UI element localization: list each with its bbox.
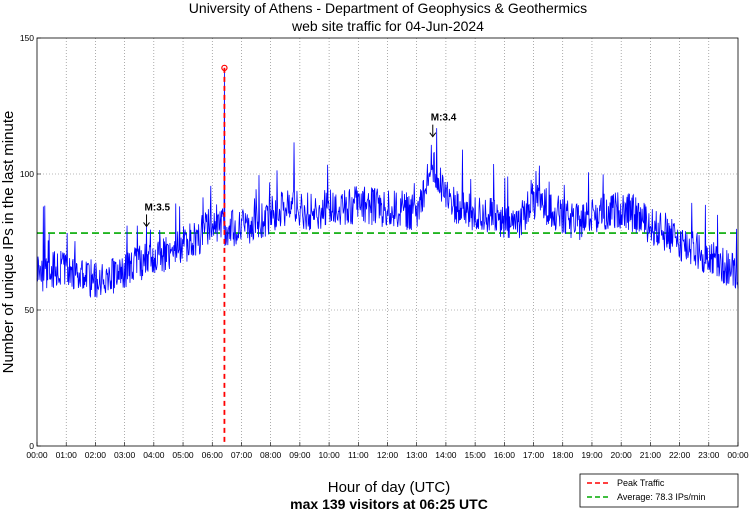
x-tick-label: 00:00: [26, 450, 48, 460]
x-tick-label: 06:00: [202, 450, 224, 460]
x-tick-label: 05:00: [172, 450, 194, 460]
x-tick-label: 19:00: [581, 450, 603, 460]
x-tick-label: 09:00: [289, 450, 311, 460]
event-annotation-arrowhead: [429, 132, 437, 138]
chart-title: University of Athens - Department of Geo…: [189, 0, 587, 16]
x-tick-label: 01:00: [56, 450, 78, 460]
event-annotation-label: M:3.5: [145, 202, 171, 213]
grid: [37, 38, 738, 446]
x-tick-label: 10:00: [318, 450, 340, 460]
x-tick-label: 03:00: [114, 450, 136, 460]
x-tick-label: 04:00: [143, 450, 165, 460]
y-tick-label: 0: [29, 441, 34, 451]
peak-marker: [221, 64, 228, 72]
x-tick-label: 18:00: [552, 450, 574, 460]
x-tick-label: 07:00: [231, 450, 253, 460]
footer-max-visitors: max 139 visitors at 06:25 UTC: [290, 496, 488, 511]
x-axis-label: Hour of day (UTC): [328, 479, 451, 496]
x-tick-label: 23:00: [698, 450, 720, 460]
annotations: M:3.5 M:3.4: [143, 113, 457, 228]
x-tick-label: 16:00: [494, 450, 516, 460]
y-tick-label: 150: [20, 33, 34, 43]
x-tick-label: 00:00: [727, 450, 749, 460]
y-axis-label: Number of unique IPs in the last minute: [0, 111, 17, 374]
y-tick-label: 50: [25, 305, 35, 315]
x-tick-label: 20:00: [611, 450, 633, 460]
legend-box: [579, 473, 739, 508]
legend-average-label: Average: 78.3 IPs/min: [617, 492, 705, 502]
x-tick-label: 12:00: [377, 450, 399, 460]
x-tick-label: 21:00: [640, 450, 662, 460]
y-tick-label: 100: [20, 169, 34, 179]
plot-frame: [36, 37, 739, 447]
x-tick-label: 22:00: [669, 450, 691, 460]
x-axis-ticks: 00:00 01:00 02:00 03:00 04:00 05:00 06:00 07:00…: [26, 442, 749, 460]
event-annotation-arrowhead: [143, 222, 150, 228]
event-annotation-label: M:3.4: [431, 113, 457, 124]
x-tick-label: 14:00: [435, 450, 457, 460]
x-tick-label: 02:00: [85, 450, 107, 460]
chart-subtitle: web site traffic for 04-Jun-2024: [291, 18, 484, 34]
legend-peak-label: Peak Traffic: [617, 478, 665, 488]
x-tick-label: 13:00: [406, 450, 428, 460]
x-tick-label: 17:00: [523, 450, 545, 460]
legend: Peak Traffic Average: 78.3 IPs/min: [579, 473, 739, 508]
x-tick-label: 11:00: [348, 450, 369, 460]
x-tick-label: 15:00: [464, 450, 486, 460]
traffic-series-line: [36, 67, 739, 299]
x-tick-label: 08:00: [260, 450, 282, 460]
